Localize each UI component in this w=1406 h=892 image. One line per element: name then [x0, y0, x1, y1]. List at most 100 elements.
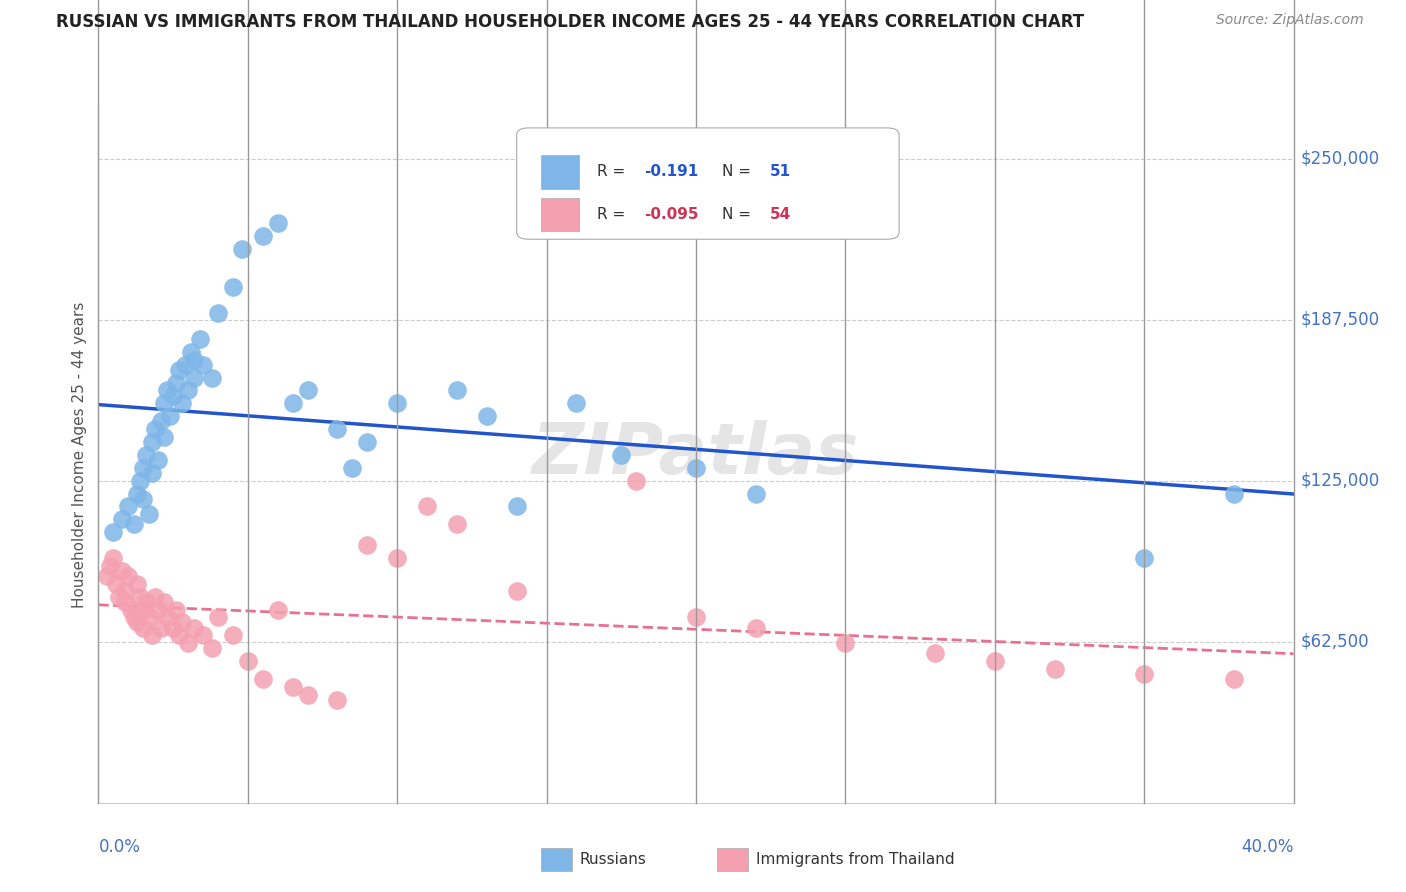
Point [222, 628, 245, 642]
Text: R =: R = [596, 164, 630, 179]
Point [141, 628, 163, 642]
Point [162, 389, 184, 403]
Point [506, 584, 529, 599]
Point [745, 621, 768, 635]
Text: Russians: Russians [579, 853, 647, 867]
Point [96, 569, 118, 583]
Point [138, 610, 160, 624]
Text: 51: 51 [770, 164, 792, 179]
Point [105, 576, 128, 591]
Point [114, 584, 136, 599]
Point [183, 621, 205, 635]
Point [150, 621, 173, 635]
Point [267, 216, 290, 230]
Point [156, 384, 179, 398]
Point [565, 396, 588, 410]
Point [150, 414, 173, 428]
Point [132, 460, 155, 475]
Text: 0.0%: 0.0% [98, 838, 141, 856]
Point [120, 602, 142, 616]
Point [167, 628, 190, 642]
Text: $187,500: $187,500 [1301, 310, 1379, 328]
Point [167, 363, 190, 377]
Point [1133, 551, 1156, 566]
Point [132, 602, 155, 616]
Point [924, 646, 946, 660]
Text: R =: R = [596, 207, 630, 222]
Point [385, 551, 409, 566]
Point [201, 370, 224, 384]
Point [416, 500, 439, 514]
Point [132, 491, 155, 506]
Point [356, 538, 378, 552]
Point [201, 641, 224, 656]
Point [153, 595, 176, 609]
Point [127, 576, 149, 591]
Point [135, 448, 157, 462]
Point [172, 396, 194, 410]
Point [108, 590, 131, 604]
Point [191, 628, 214, 642]
Point [162, 621, 184, 635]
Point [983, 654, 1005, 668]
Text: RUSSIAN VS IMMIGRANTS FROM THAILAND HOUSEHOLDER INCOME AGES 25 - 44 YEARS CORREL: RUSSIAN VS IMMIGRANTS FROM THAILAND HOUS… [56, 13, 1084, 31]
Point [685, 610, 707, 624]
Text: Immigrants from Thailand: Immigrants from Thailand [756, 853, 955, 867]
Text: N =: N = [723, 164, 756, 179]
Text: -0.191: -0.191 [644, 164, 699, 179]
Point [124, 517, 146, 532]
Point [834, 636, 856, 650]
Point [127, 486, 149, 500]
Point [117, 500, 139, 514]
Point [281, 680, 304, 694]
Point [446, 384, 468, 398]
Point [207, 306, 229, 320]
Point [446, 517, 468, 532]
Point [111, 512, 134, 526]
Point [1223, 672, 1246, 686]
Point [148, 453, 170, 467]
Point [236, 654, 259, 668]
Text: $250,000: $250,000 [1301, 150, 1379, 168]
Point [138, 507, 160, 521]
Text: -0.095: -0.095 [644, 207, 699, 222]
Point [177, 636, 200, 650]
Point [188, 332, 211, 346]
Point [207, 610, 229, 624]
Point [252, 672, 274, 686]
Text: Source: ZipAtlas.com: Source: ZipAtlas.com [1216, 13, 1364, 28]
Point [326, 692, 349, 706]
Point [127, 615, 149, 630]
Point [745, 486, 768, 500]
Point [129, 474, 152, 488]
Point [385, 396, 409, 410]
Point [156, 610, 179, 624]
Point [356, 435, 378, 450]
Point [326, 422, 349, 436]
Text: $62,500: $62,500 [1301, 632, 1369, 651]
Point [624, 474, 647, 488]
Point [281, 396, 304, 410]
FancyBboxPatch shape [517, 128, 900, 239]
Point [148, 602, 170, 616]
Point [117, 569, 139, 583]
FancyBboxPatch shape [540, 155, 579, 188]
Point [177, 384, 200, 398]
Point [103, 551, 125, 566]
Point [98, 558, 122, 573]
Point [610, 448, 633, 462]
Point [143, 422, 166, 436]
Point [143, 590, 166, 604]
Point [1043, 662, 1066, 676]
Text: ZIPatlas: ZIPatlas [533, 420, 859, 490]
Point [180, 344, 202, 359]
Point [231, 242, 253, 256]
Text: 40.0%: 40.0% [1241, 838, 1294, 856]
Point [183, 352, 205, 367]
Point [506, 500, 529, 514]
Point [111, 564, 134, 578]
Point [685, 460, 707, 475]
Point [165, 602, 187, 616]
Point [132, 621, 155, 635]
Point [267, 602, 290, 616]
